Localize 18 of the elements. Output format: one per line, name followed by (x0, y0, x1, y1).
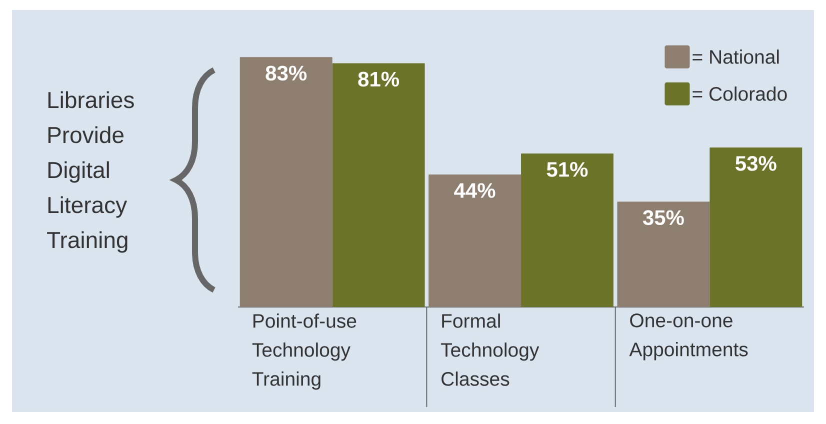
data-label: 44% (454, 183, 496, 198)
data-label: 81% (358, 72, 400, 87)
data-label: 83% (266, 66, 307, 81)
x-tick-label: Formal Technology Classes (440, 314, 540, 386)
bar (428, 174, 522, 307)
data-label: 35% (642, 210, 684, 226)
bar (240, 57, 332, 307)
text: Libraries Provide Digital Literacy Training (47, 91, 134, 253)
x-tick-label: Point-of-use Technology Training (252, 314, 356, 390)
data-label: 53% (736, 156, 776, 171)
bar (710, 147, 802, 307)
data-label: 51% (546, 162, 588, 177)
bar (332, 63, 425, 307)
legend-label: = National (692, 50, 779, 64)
legend-label: = Colorado (692, 86, 787, 101)
x-tick-label: One-on-one Appointments (629, 314, 748, 360)
bar (521, 153, 614, 307)
bar (617, 202, 710, 307)
